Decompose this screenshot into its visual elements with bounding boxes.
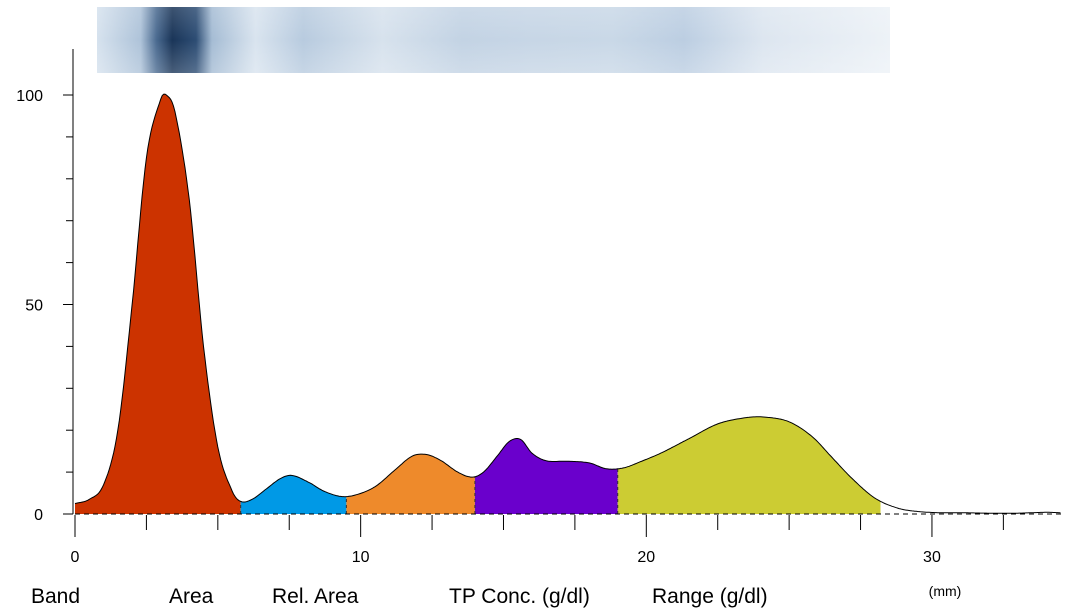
fraction-area-1 [75, 94, 241, 514]
fraction-area-4 [474, 438, 618, 514]
densitometry-chart: 0 50 100 0 10 20 30 (mm) [16, 7, 1065, 599]
x-tick-label: 30 [923, 549, 941, 566]
header-area: Area [169, 585, 214, 608]
y-tick-label: 100 [16, 88, 43, 105]
fractions-layer [74, 93, 1065, 515]
y-tick-label: 0 [34, 507, 43, 524]
x-tick-label: 0 [71, 549, 80, 566]
fraction-area-3 [346, 454, 475, 514]
fraction-area-2 [240, 475, 347, 514]
fraction-table-header: Band Area Rel. Area TP Conc. (g/dl) Rang… [0, 585, 1065, 615]
header-rel-area: Rel. Area [272, 585, 359, 608]
fraction-area-5 [617, 416, 881, 514]
y-tick-label: 50 [25, 298, 43, 315]
header-tp-conc: TP Conc. (g/dl) [449, 585, 590, 608]
header-range: Range (g/dl) [652, 585, 768, 608]
gel-strip-image [97, 7, 890, 73]
x-unit-label: (mm) [929, 583, 962, 599]
profile-outline [74, 93, 1061, 514]
x-tick-label: 20 [637, 549, 655, 566]
x-tick-label: 10 [352, 549, 370, 566]
axes-layer: 0 50 100 0 10 20 30 (mm) [16, 49, 1004, 599]
header-band: Band [31, 585, 81, 608]
